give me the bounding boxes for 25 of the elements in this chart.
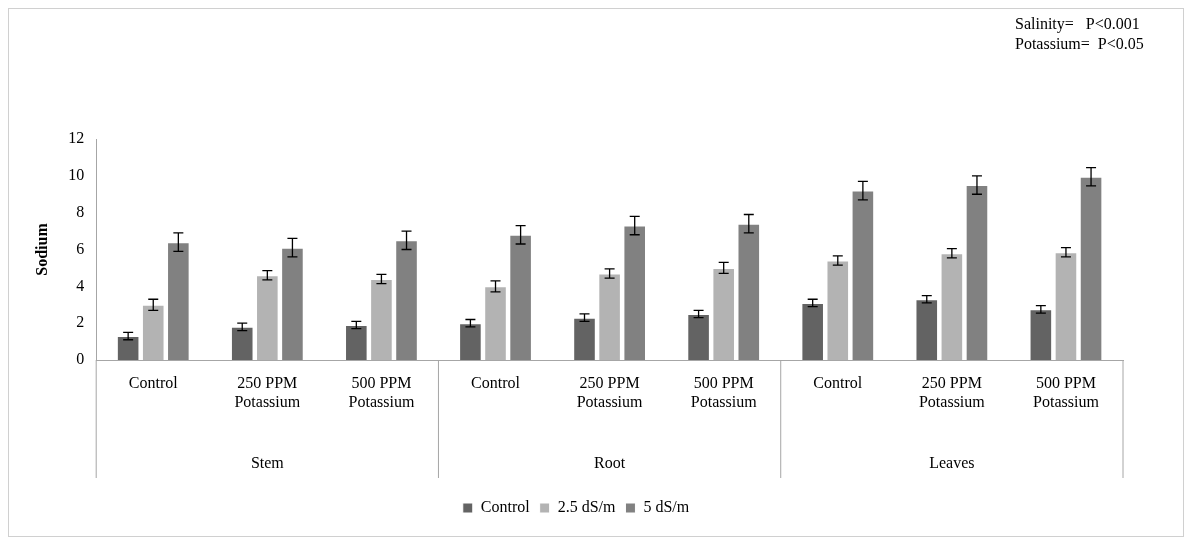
- text: Stem: [250, 454, 285, 472]
- x-tick-label: 250 PPM Potassium: [234, 373, 301, 410]
- y-tick-label: 12: [68, 129, 85, 147]
- x-tick-label: 500 PPM Potassium: [1033, 373, 1100, 410]
- y-axis-title: Sodium: [32, 222, 50, 276]
- x-tick-label: 500 PPM Potassium: [690, 373, 758, 410]
- y-tick-label: 4: [76, 276, 85, 294]
- x-tick-label: 250 PPM Potassium: [576, 373, 644, 410]
- text: Root: [594, 454, 626, 472]
- text: Salinity= P<0.001: [1015, 15, 1140, 34]
- x-tick-label: Control: [471, 373, 521, 391]
- legend-label: 5 dS/m: [643, 498, 690, 516]
- y-tick-label: 8: [76, 202, 85, 220]
- y-tick-label: 0: [76, 350, 85, 368]
- text: Potassium= P<0.05: [1015, 35, 1144, 53]
- x-tick-label: Control: [813, 373, 863, 391]
- y-tick-label: 6: [76, 239, 85, 257]
- legend-label: 2.5 dS/m: [557, 498, 616, 516]
- x-tick-label: 500 PPM Potassium: [348, 373, 415, 410]
- legend-label: Control: [480, 498, 531, 516]
- y-tick-label: 2: [76, 313, 85, 331]
- text: Leaves: [929, 454, 975, 472]
- x-tick-label: 250 PPM Potassium: [918, 373, 986, 410]
- x-tick-label: Control: [128, 373, 179, 391]
- y-tick-label: 10: [68, 166, 85, 184]
